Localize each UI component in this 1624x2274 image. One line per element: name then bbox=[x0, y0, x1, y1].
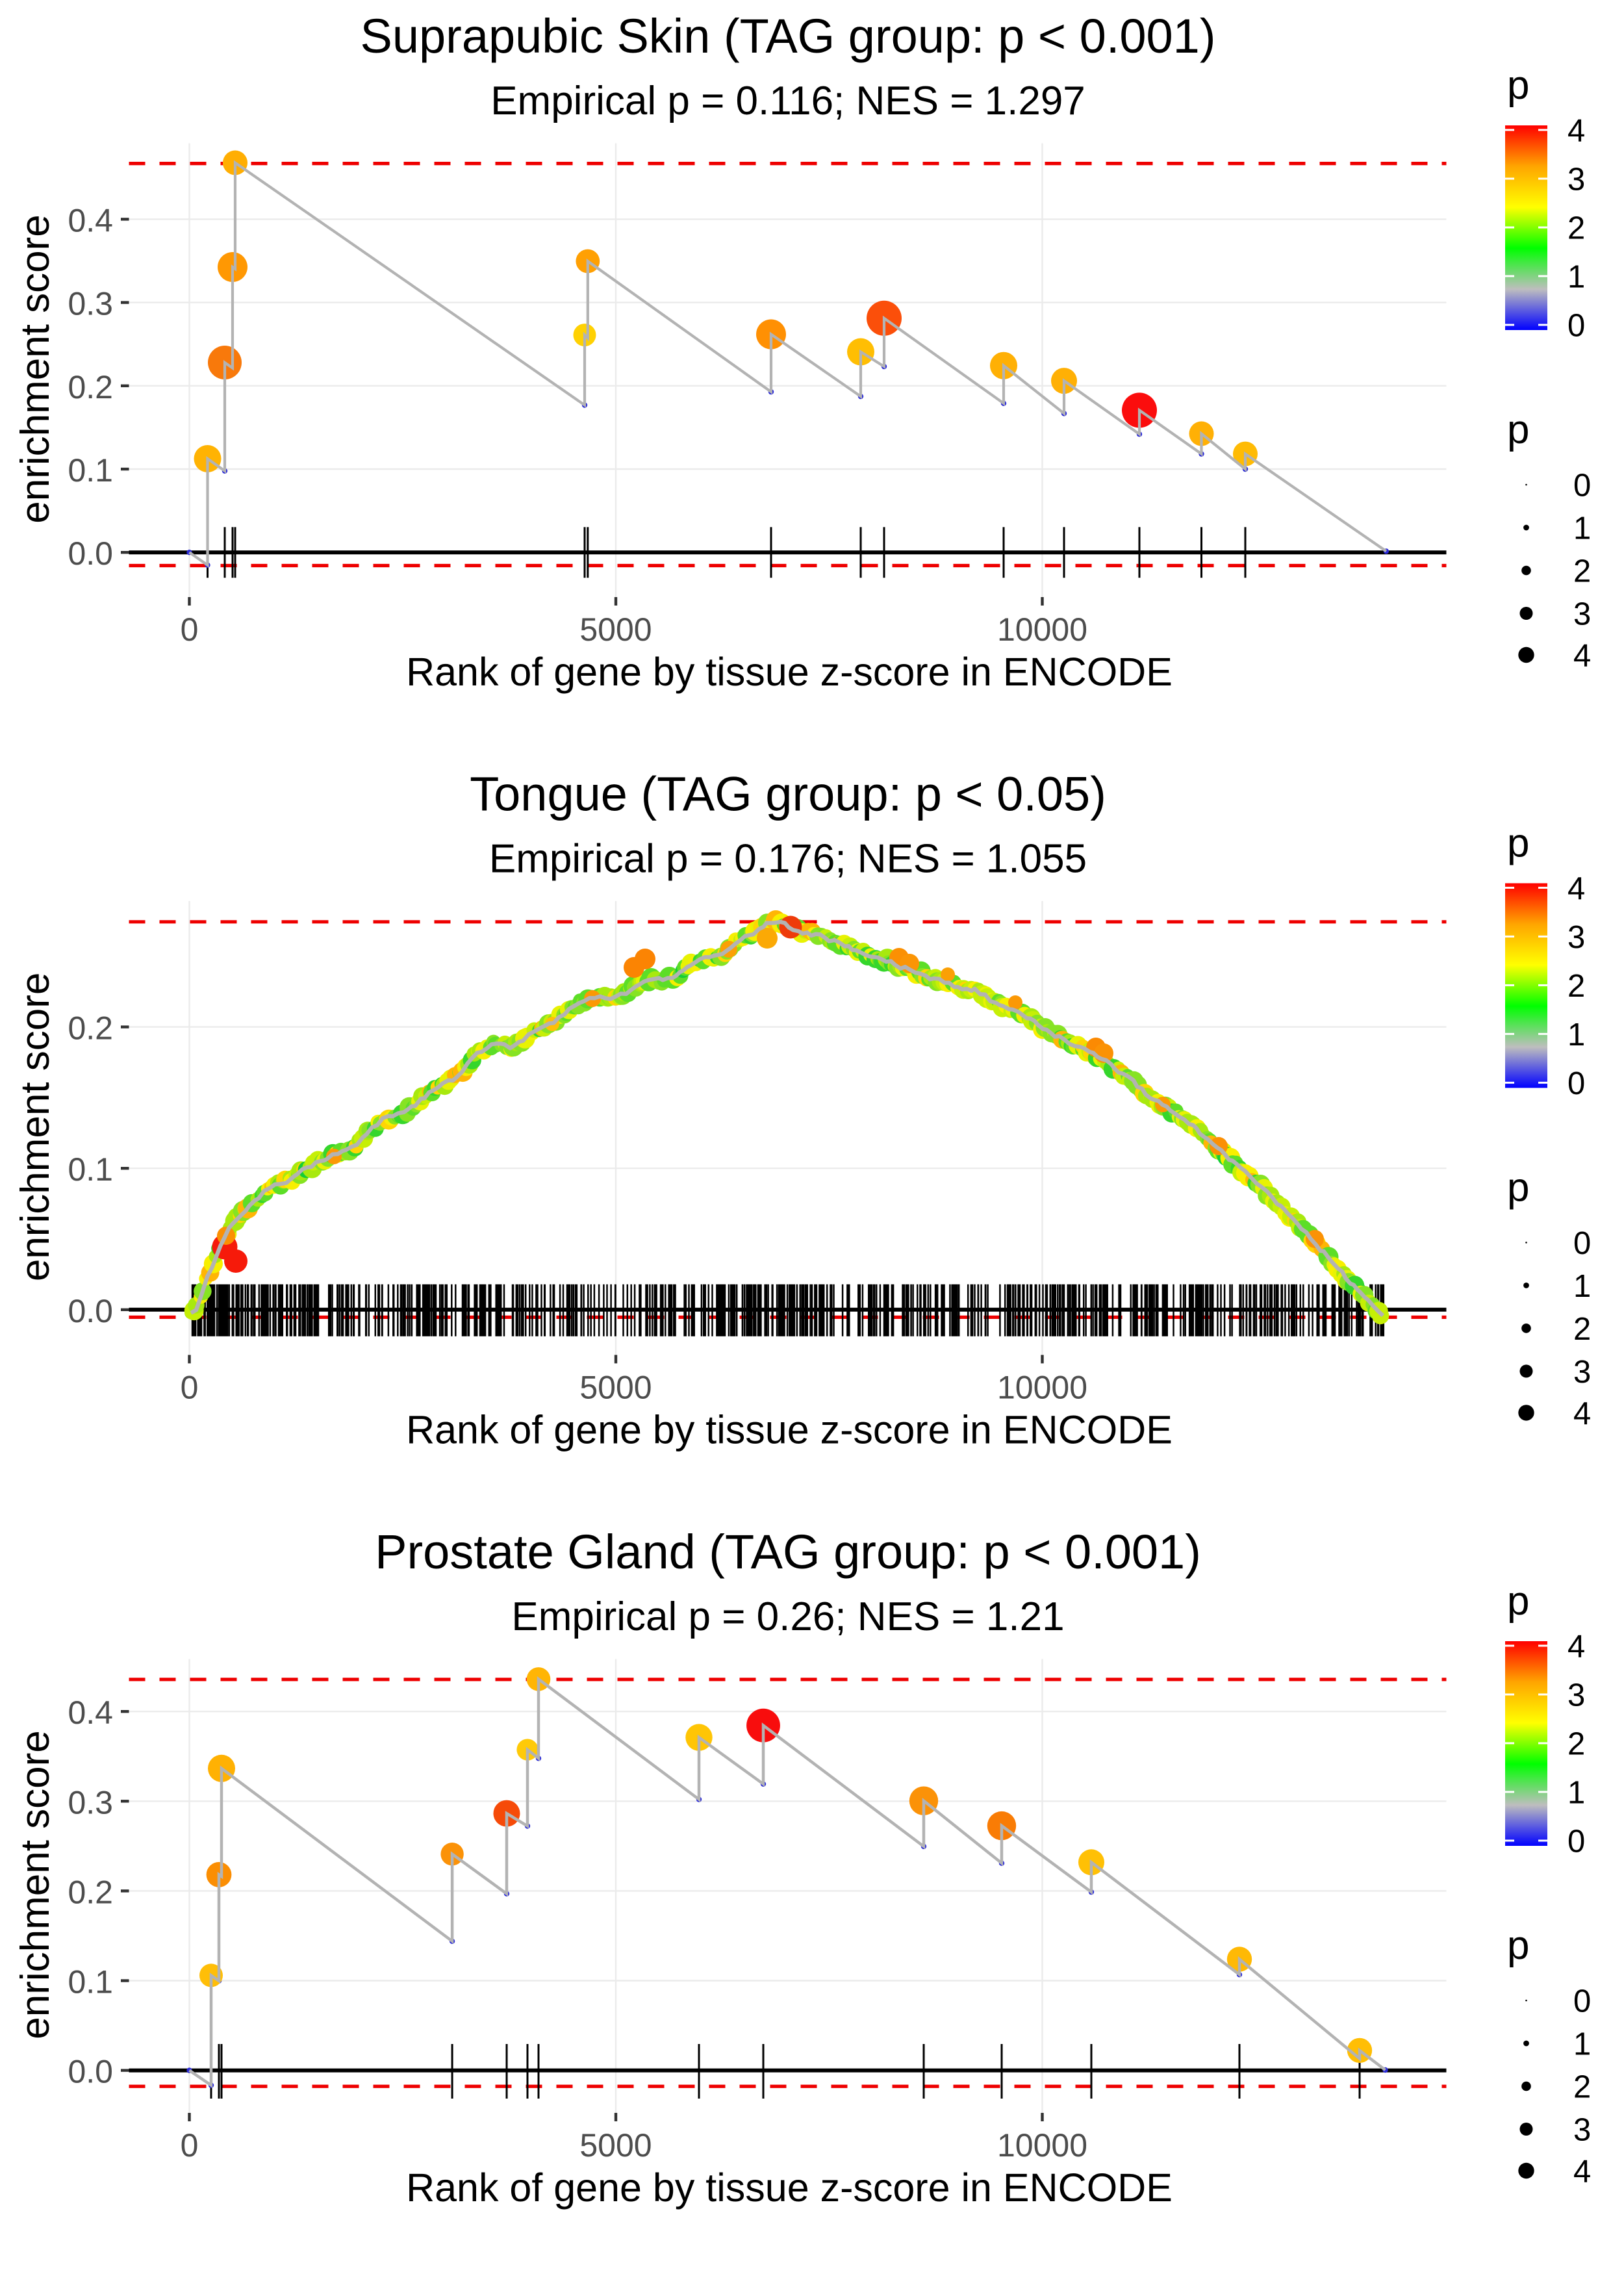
svg-text:Empirical p = 0.116; NES = 1.2: Empirical p = 0.116; NES = 1.297 bbox=[490, 79, 1085, 123]
svg-text:0: 0 bbox=[1567, 309, 1585, 344]
svg-text:0.0: 0.0 bbox=[68, 1293, 113, 1329]
svg-text:5000: 5000 bbox=[579, 1369, 652, 1405]
svg-text:3: 3 bbox=[1567, 920, 1585, 955]
svg-text:Rank of gene by tissue z-score: Rank of gene by tissue z-score in ENCODE bbox=[406, 1407, 1173, 1451]
svg-text:p: p bbox=[1507, 1923, 1529, 1968]
svg-text:Rank of gene by tissue z-score: Rank of gene by tissue z-score in ENCODE bbox=[406, 650, 1173, 694]
svg-text:0.3: 0.3 bbox=[68, 286, 113, 322]
svg-text:3: 3 bbox=[1573, 597, 1591, 632]
svg-text:3: 3 bbox=[1567, 1678, 1585, 1713]
svg-text:Empirical p = 0.176; NES = 1.0: Empirical p = 0.176; NES = 1.055 bbox=[489, 836, 1087, 881]
svg-text:0: 0 bbox=[1573, 468, 1591, 504]
svg-text:0.3: 0.3 bbox=[68, 1784, 113, 1820]
svg-text:enrichment score: enrichment score bbox=[13, 973, 58, 1282]
svg-text:Suprapubic Skin (TAG group: p: Suprapubic Skin (TAG group: p < 0.001) bbox=[361, 9, 1216, 63]
svg-text:0: 0 bbox=[181, 1369, 199, 1405]
svg-text:enrichment score: enrichment score bbox=[13, 214, 58, 524]
svg-text:p: p bbox=[1507, 1165, 1529, 1210]
svg-text:10000: 10000 bbox=[997, 611, 1087, 648]
svg-text:0.1: 0.1 bbox=[68, 452, 113, 489]
svg-text:enrichment score: enrichment score bbox=[13, 1730, 58, 2039]
svg-text:3: 3 bbox=[1567, 162, 1585, 198]
svg-text:p: p bbox=[1507, 821, 1529, 865]
svg-text:0: 0 bbox=[1567, 1824, 1585, 1859]
svg-text:0: 0 bbox=[181, 611, 199, 648]
svg-text:1: 1 bbox=[1573, 1269, 1591, 1304]
svg-text:0: 0 bbox=[1573, 1984, 1591, 2019]
svg-text:4: 4 bbox=[1567, 871, 1585, 906]
svg-text:2: 2 bbox=[1573, 554, 1591, 589]
svg-text:2: 2 bbox=[1567, 1727, 1585, 1762]
svg-text:0.2: 0.2 bbox=[68, 369, 113, 405]
svg-text:Prostate Gland (TAG group: p <: Prostate Gland (TAG group: p < 0.001) bbox=[375, 1525, 1201, 1579]
svg-text:Rank of gene by tissue z-score: Rank of gene by tissue z-score in ENCODE bbox=[406, 2165, 1173, 2210]
svg-text:0.4: 0.4 bbox=[68, 202, 113, 238]
svg-text:0.0: 0.0 bbox=[68, 2054, 113, 2090]
svg-text:1: 1 bbox=[1567, 260, 1585, 295]
svg-text:4: 4 bbox=[1573, 2154, 1591, 2190]
svg-text:Empirical p = 0.26; NES = 1.21: Empirical p = 0.26; NES = 1.21 bbox=[511, 1594, 1064, 1639]
svg-text:2: 2 bbox=[1573, 2070, 1591, 2105]
svg-text:0.2: 0.2 bbox=[68, 1010, 113, 1047]
svg-text:4: 4 bbox=[1567, 1629, 1585, 1665]
svg-text:p: p bbox=[1507, 407, 1529, 452]
svg-text:4: 4 bbox=[1573, 639, 1591, 674]
svg-text:10000: 10000 bbox=[997, 1369, 1087, 1405]
svg-text:0.2: 0.2 bbox=[68, 1874, 113, 1910]
svg-text:1: 1 bbox=[1573, 511, 1591, 546]
svg-text:0.1: 0.1 bbox=[68, 1151, 113, 1188]
svg-text:1: 1 bbox=[1573, 2027, 1591, 2062]
svg-text:p: p bbox=[1507, 1579, 1529, 1624]
svg-text:0.4: 0.4 bbox=[68, 1694, 113, 1731]
svg-text:p: p bbox=[1507, 63, 1529, 108]
svg-text:4: 4 bbox=[1573, 1396, 1591, 1431]
svg-text:3: 3 bbox=[1573, 1355, 1591, 1390]
svg-text:0: 0 bbox=[181, 2127, 199, 2164]
svg-text:2: 2 bbox=[1573, 1312, 1591, 1347]
svg-text:1: 1 bbox=[1567, 1017, 1585, 1053]
svg-text:0: 0 bbox=[1573, 1226, 1591, 1261]
svg-text:3: 3 bbox=[1573, 2113, 1591, 2148]
svg-text:5000: 5000 bbox=[579, 611, 652, 648]
svg-text:0.1: 0.1 bbox=[68, 1964, 113, 2000]
svg-text:10000: 10000 bbox=[997, 2127, 1087, 2164]
svg-text:0: 0 bbox=[1567, 1066, 1585, 1101]
svg-text:4: 4 bbox=[1567, 114, 1585, 149]
svg-text:Tongue (TAG group: p < 0.05): Tongue (TAG group: p < 0.05) bbox=[470, 767, 1106, 821]
svg-text:2: 2 bbox=[1567, 969, 1585, 1004]
svg-text:5000: 5000 bbox=[579, 2127, 652, 2164]
svg-text:1: 1 bbox=[1567, 1776, 1585, 1811]
svg-text:0.0: 0.0 bbox=[68, 535, 113, 572]
svg-text:2: 2 bbox=[1567, 211, 1585, 246]
